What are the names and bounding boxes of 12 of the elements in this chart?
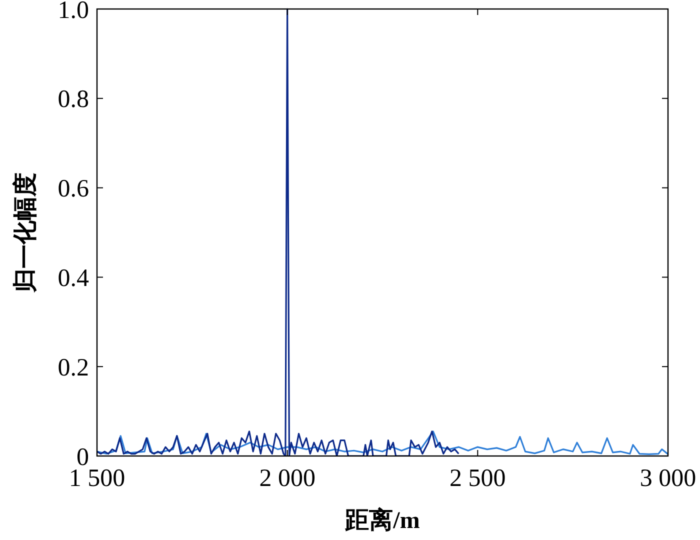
y-tick-label: 0.2 [58, 354, 89, 382]
x-tick-label: 2 500 [450, 465, 506, 492]
y-tick-label: 0.4 [58, 264, 90, 292]
y-axis-title: 归一化幅度 [12, 172, 39, 294]
x-tick-label: 2 000 [259, 465, 316, 492]
y-tick-label: 1.0 [58, 0, 89, 24]
y-tick-label: 0.8 [58, 86, 89, 114]
y-tick-label: 0.6 [58, 176, 89, 203]
line-series [97, 430, 668, 456]
x-tick-label: 3 000 [640, 465, 696, 492]
x-axis-title: 距离/m [344, 507, 420, 534]
line-series [97, 8, 460, 456]
